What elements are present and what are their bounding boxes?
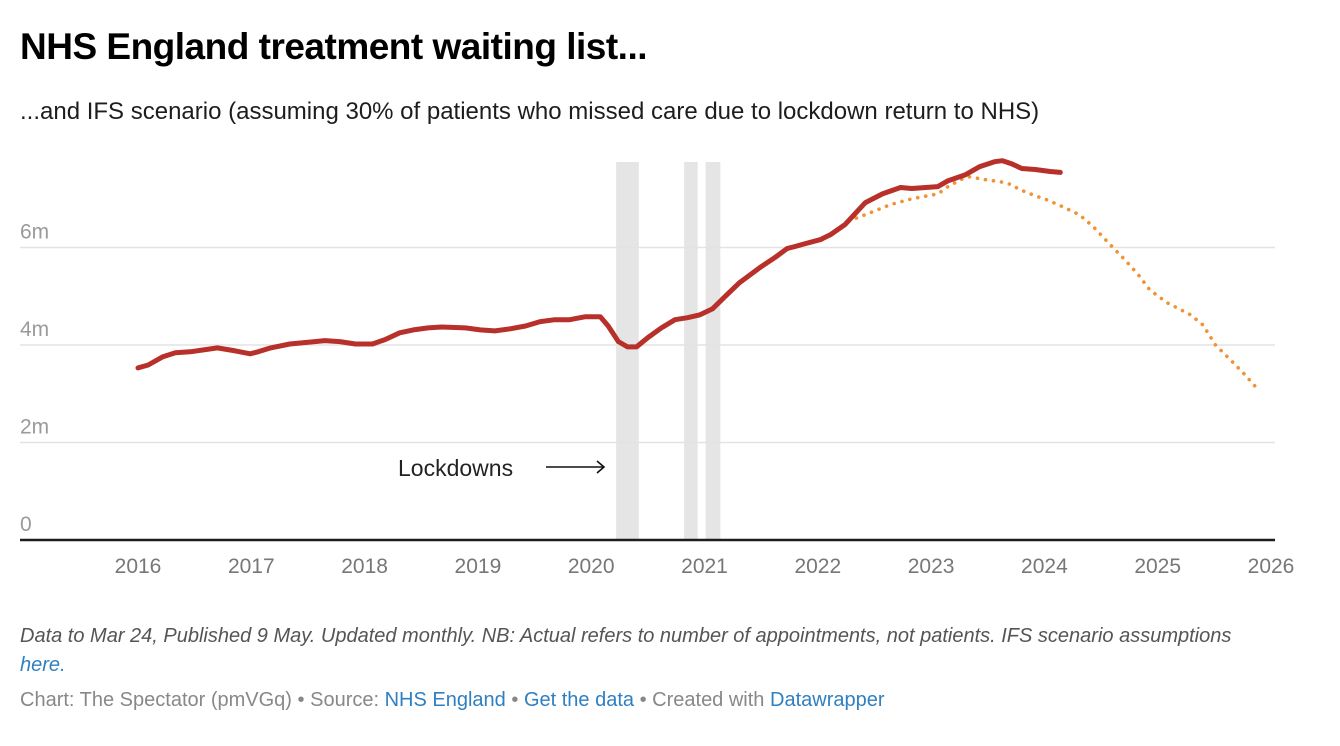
separator: • (639, 689, 647, 711)
separator: • (297, 689, 305, 711)
chart-credit: Chart: The Spectator (pmVGq) (20, 689, 292, 711)
x-tick-label: 2016 (115, 555, 162, 578)
chart-footer: Chart: The Spectator (pmVGq) • Source: N… (20, 689, 885, 712)
y-tick-label: 6m (20, 221, 49, 244)
y-tick-label: 2m (20, 416, 49, 439)
created-with-prefix: Created with (652, 689, 765, 711)
notes-text: Data to Mar 24, Published 9 May. Updated… (20, 625, 1232, 647)
source-prefix: Source: (310, 689, 380, 711)
chart-title: NHS England treatment waiting list... (20, 26, 648, 67)
x-tick-label: 2019 (455, 555, 502, 578)
annotation-group: Lockdowns (398, 455, 606, 481)
lockdown-band (705, 162, 721, 540)
x-axis-labels: 2016 2017 2018 2019 2020 2021 2022 2023 2024 2025… (115, 555, 1295, 578)
chart-notes: Data to Mar 24, Published 9 May. Updated… (20, 622, 1250, 680)
source-link[interactable]: NHS England (384, 689, 506, 711)
line-chart: 0 2m 4m 6m 2016 2017 2018 2019 2020 2021 2022 2023… (20, 158, 1295, 578)
lockdown-band (616, 162, 639, 540)
gridlines (20, 246, 1275, 444)
x-tick-label: 2020 (568, 555, 615, 578)
lockdowns-arrowhead-icon (596, 460, 606, 474)
x-tick-label: 2017 (228, 555, 275, 578)
get-data-link[interactable]: Get the data (523, 689, 635, 711)
y-tick-label: 4m (20, 318, 49, 341)
x-tick-label: 2023 (908, 555, 955, 578)
lockdown-bands (616, 162, 721, 540)
y-tick-label: 0 (20, 513, 32, 536)
y-axis-labels: 0 2m 4m 6m (20, 221, 49, 537)
x-tick-label: 2026 (1248, 555, 1295, 578)
x-tick-label: 2021 (681, 555, 728, 578)
x-tick-label: 2024 (1021, 555, 1068, 578)
datawrapper-link[interactable]: Datawrapper (770, 689, 885, 711)
series-line-actual (135, 158, 1063, 371)
x-tick-label: 2022 (794, 555, 841, 578)
x-tick-label: 2025 (1134, 555, 1181, 578)
separator: • (511, 689, 519, 711)
series-line-ifs-scenario (820, 175, 1260, 391)
lockdown-band (684, 162, 698, 540)
ifs-assumptions-link[interactable]: here. (20, 654, 66, 676)
chart-subtitle: ...and IFS scenario (assuming 30% of pat… (20, 98, 1040, 125)
series-group (135, 158, 1260, 391)
x-tick-label: 2018 (341, 555, 388, 578)
lockdowns-annotation: Lockdowns (398, 455, 513, 481)
